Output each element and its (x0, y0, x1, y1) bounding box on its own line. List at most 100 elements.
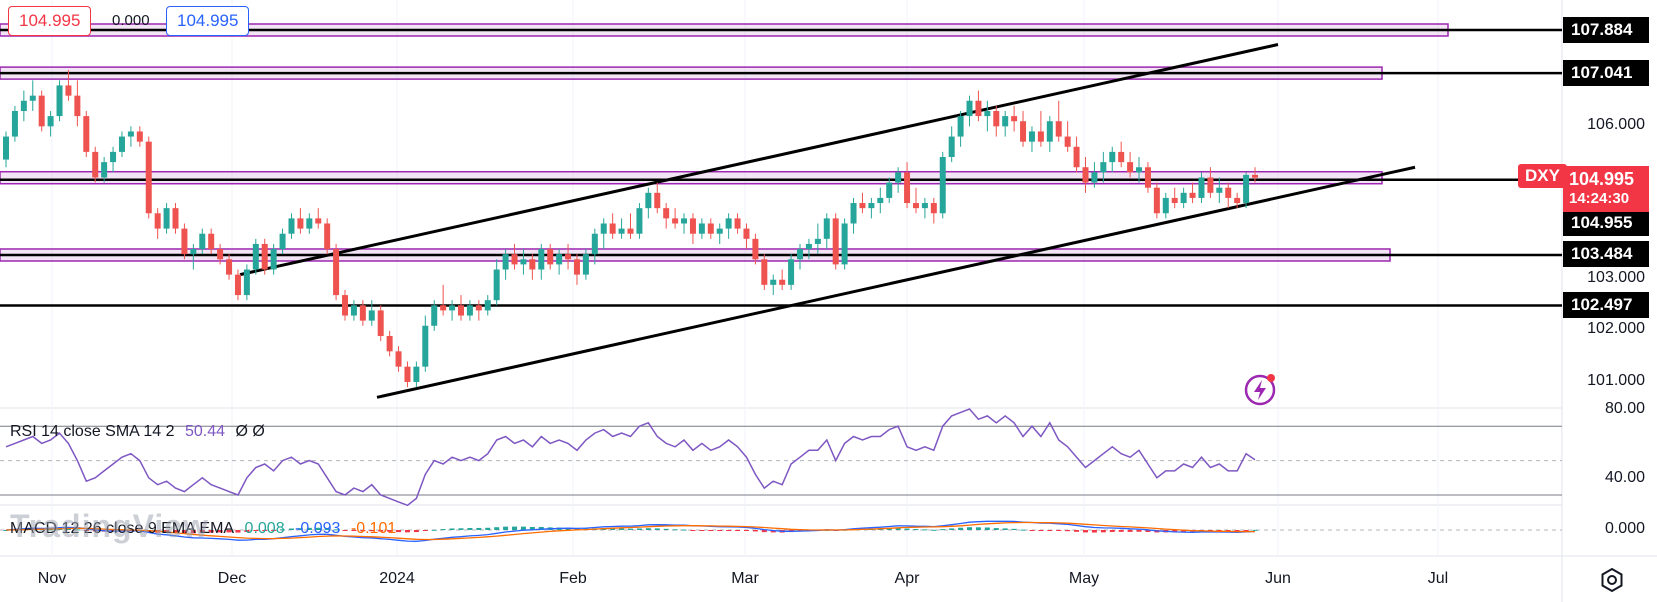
candle-body (823, 218, 830, 239)
macd-histogram-bar (494, 527, 500, 530)
rsi-line (5, 408, 1256, 507)
macd-histogram-bar (378, 530, 384, 532)
macd-histogram-bar (1002, 528, 1008, 530)
candle-body (172, 208, 179, 229)
macd-histogram-bar (503, 526, 509, 530)
macd-histogram-bar (3, 530, 9, 531)
candle-body (681, 218, 688, 224)
candle-body (841, 223, 848, 265)
macd-histogram-bar (1047, 530, 1053, 531)
candle-body (573, 259, 580, 275)
macd-histogram-bar (690, 530, 696, 531)
macd-histogram-bar (636, 528, 642, 530)
macd-histogram-bar (476, 527, 482, 530)
candle-body (118, 136, 125, 152)
macd-histogram-bar (315, 527, 321, 530)
level-label[interactable]: 104.955 (1563, 210, 1649, 236)
candle-body (663, 208, 670, 219)
macd-histogram-bar (958, 527, 964, 530)
macd-histogram-bar (1145, 530, 1151, 532)
price-tick: 101.000 (1587, 372, 1645, 389)
candle-body (83, 116, 90, 152)
time-tick: May (1068, 570, 1100, 587)
macd-histogram-bar (940, 529, 946, 531)
rsi-extra: Ø Ø (235, 423, 265, 440)
macd-histogram-bar (404, 530, 410, 533)
candle-body (1055, 121, 1062, 137)
macd-histogram-bar (1172, 530, 1178, 533)
macd-histogram-bar (83, 530, 89, 531)
macd-histogram-bar (904, 528, 910, 530)
candle-body (20, 100, 27, 111)
macd-histogram-bar (628, 528, 633, 530)
candle-body (1198, 177, 1205, 198)
macd-histogram-bar (306, 527, 312, 530)
macd-histogram-bar (520, 526, 526, 530)
candle-body (582, 254, 589, 275)
gear-icon[interactable] (1598, 566, 1626, 594)
candle-body (672, 218, 679, 224)
rsi-title[interactable]: RSI 14 close SMA 14 2 50.44 Ø Ø (10, 423, 271, 441)
candle-body (1127, 162, 1134, 173)
macd-histogram-bar (1243, 530, 1249, 531)
candle-body (422, 325, 429, 367)
candle-body (707, 223, 714, 234)
macd-histogram-bar (342, 530, 348, 531)
macd-histogram-bar (1091, 530, 1097, 533)
candle-body (1091, 172, 1098, 183)
candle-body (957, 116, 964, 137)
macd-histogram-bar (253, 530, 259, 532)
candle-body (636, 208, 643, 234)
candle-body (475, 305, 482, 311)
candle-body (243, 269, 250, 296)
candle-body (377, 310, 384, 336)
candle-body (877, 197, 884, 204)
price-tick: 106.000 (1587, 116, 1645, 133)
macd-histogram-bar (565, 527, 571, 530)
candle-body (127, 131, 134, 137)
macd-histogram-bar (1109, 530, 1115, 532)
macd-histogram-bar (288, 528, 294, 530)
macd-histogram-bar (645, 528, 651, 530)
macd-histogram-bar (512, 526, 518, 530)
candle-body (734, 218, 741, 229)
candle-body (904, 172, 911, 204)
candle-body (627, 228, 634, 234)
candle-body (921, 203, 928, 209)
candle-body (440, 305, 447, 311)
candle-body (110, 151, 117, 163)
candle-body (788, 259, 795, 285)
ask-price-box[interactable]: 104.995 (166, 6, 250, 36)
macd-histogram-bar (208, 530, 214, 533)
candle-body (29, 95, 36, 101)
macd-histogram-bar (74, 529, 80, 531)
candle-body (886, 182, 893, 198)
candle-body (591, 233, 598, 255)
level-label[interactable]: 103.484 (1563, 241, 1649, 267)
candle-body (11, 110, 18, 137)
candle-body (618, 228, 625, 234)
candle-body (56, 85, 63, 117)
candle-body (966, 100, 973, 117)
channel-upper-line (239, 43, 1279, 277)
level-label[interactable]: 107.041 (1563, 60, 1649, 86)
macd-title-text: MACD 12 26 close 9 EMA EMA (10, 520, 235, 537)
macd-histogram-bar (984, 527, 990, 530)
last-price-value: 104.995 (1569, 169, 1635, 189)
flash-icon[interactable] (1243, 371, 1279, 407)
macd-histogram-bar (181, 530, 187, 534)
macd-histogram-bar (449, 528, 455, 530)
candle-body (556, 254, 563, 265)
macd-histogram-bar (1181, 530, 1187, 532)
bid-price-box[interactable]: 104.995 (8, 6, 92, 36)
countdown-value: 14:24:30 (1569, 190, 1630, 207)
candle-body (208, 233, 215, 250)
macd-histogram-bar (949, 528, 955, 530)
candle-body (895, 172, 902, 183)
level-label[interactable]: 107.884 (1563, 17, 1649, 43)
macd-title[interactable]: MACD 12 26 close 9 EMA EMA 0.008 -0.093 … (10, 520, 402, 538)
macd-histogram-bar (770, 530, 776, 533)
macd-histogram-bar (1118, 530, 1124, 532)
level-label[interactable]: 102.497 (1563, 292, 1649, 318)
